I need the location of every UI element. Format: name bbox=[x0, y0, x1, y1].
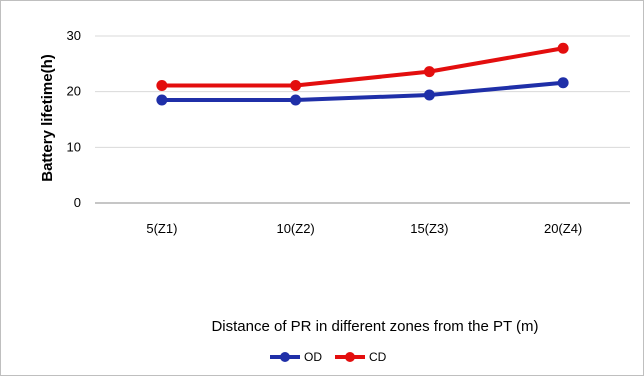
y-tick-label: 20 bbox=[67, 84, 81, 99]
x-axis-title: Distance of PR in different zones from t… bbox=[211, 318, 538, 335]
x-tick-label: 20(Z4) bbox=[544, 221, 582, 236]
grid-lines bbox=[95, 35, 630, 204]
y-tick-label: 0 bbox=[74, 195, 81, 210]
data-point-cd bbox=[423, 66, 435, 78]
data-point-cd bbox=[290, 80, 302, 92]
series-line-cd bbox=[159, 46, 566, 88]
data-point-cd bbox=[557, 42, 569, 54]
x-tick-label: 5(Z1) bbox=[146, 221, 177, 236]
data-point-od bbox=[423, 89, 435, 101]
legend-label: OD bbox=[304, 350, 322, 364]
y-axis-title: Battery lifetime(h) bbox=[39, 54, 56, 182]
series-lines bbox=[156, 42, 569, 106]
data-point-cd bbox=[156, 80, 168, 92]
series-line-od bbox=[159, 80, 566, 103]
x-tick-labels: 5(Z1) 10(Z2) 15(Z3) 20(Z4) bbox=[146, 221, 582, 236]
y-tick-labels: 0 10 20 30 bbox=[67, 28, 81, 210]
legend-swatch-marker bbox=[280, 352, 290, 362]
legend-label: CD bbox=[369, 350, 387, 364]
data-point-od bbox=[290, 94, 302, 106]
x-tick-label: 10(Z2) bbox=[276, 221, 314, 236]
data-point-od bbox=[156, 94, 168, 106]
y-tick-label: 10 bbox=[67, 139, 81, 154]
legend: OD CD bbox=[270, 350, 387, 364]
y-tick-label: 30 bbox=[67, 28, 81, 43]
data-point-od bbox=[557, 77, 569, 89]
legend-swatch-marker bbox=[345, 352, 355, 362]
x-tick-label: 15(Z3) bbox=[410, 221, 448, 236]
